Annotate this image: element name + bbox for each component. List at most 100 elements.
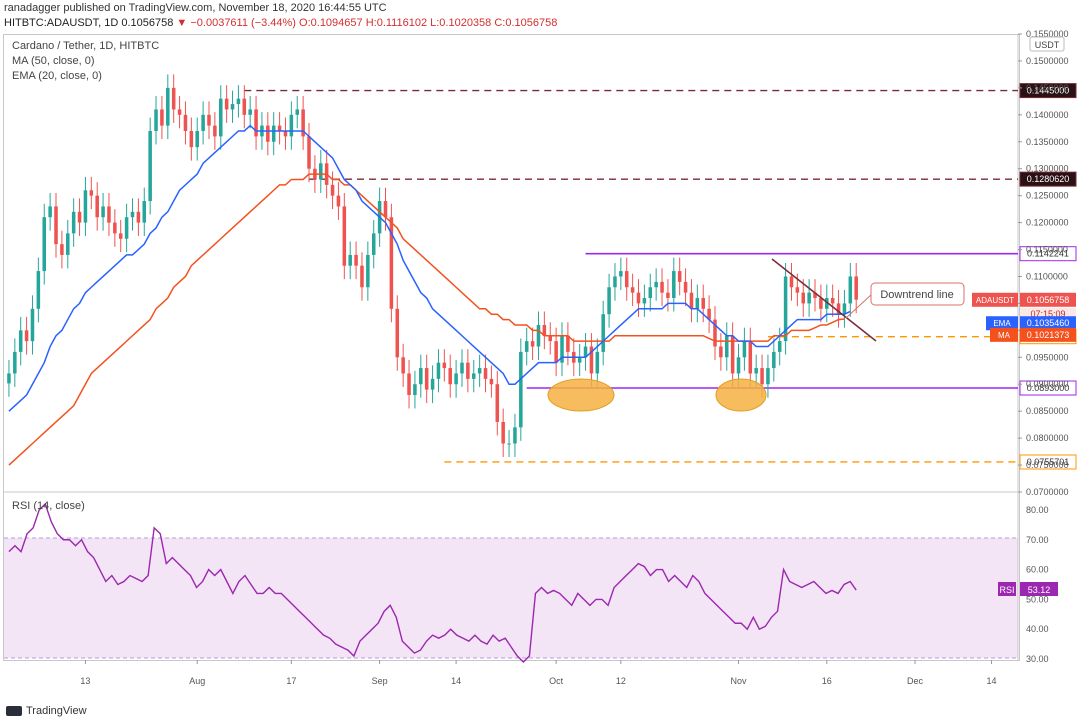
candle-body [342, 206, 347, 266]
candle-body [589, 346, 594, 374]
level-tag-bg [1019, 454, 1077, 470]
candle-body [366, 254, 370, 288]
candle-body [672, 271, 676, 299]
candle-body [236, 98, 241, 105]
rsi-line [8, 502, 857, 664]
candle-body [136, 211, 141, 223]
candle-body [118, 233, 123, 239]
legend-rsi: RSI (14, close) [12, 500, 85, 512]
candle-body [736, 357, 741, 374]
ema-tag-value: 0.1035460 [1027, 318, 1070, 328]
tradingview-logo-icon [6, 706, 22, 716]
candle-body [248, 109, 252, 115]
candle-body [395, 308, 400, 358]
level-tag-label: 0.1280620 [1027, 174, 1070, 184]
price-tick-label: 0.1250000 [1026, 191, 1069, 201]
candle-body [760, 368, 764, 385]
price-tag-value-bg [1020, 292, 1076, 307]
candle-body [519, 351, 523, 428]
candle-body [18, 330, 23, 352]
countdown: 07:15:09 [1030, 309, 1065, 319]
legend-ema: EMA (20, close, 0) [12, 70, 102, 82]
candle-body [542, 324, 547, 336]
candle-body [730, 335, 735, 374]
candle-body [336, 195, 341, 207]
time-axis-ticks: 13 Aug 17 Sep 14 Oct 12 Nov 16 Dec 14 [80, 660, 997, 686]
candle-body [354, 254, 358, 266]
price-tick-label: 0.1450000 [1026, 83, 1069, 93]
downtrend-line [771, 258, 877, 342]
candle-body [348, 254, 352, 266]
candle-body [48, 206, 52, 218]
candle-body [830, 298, 835, 304]
candle-body [166, 87, 170, 126]
candle-body [360, 265, 364, 288]
price-change: ▼ −0.0037611 (−3.44%) [176, 17, 296, 29]
candle-body [424, 368, 429, 390]
candle-body [383, 201, 388, 218]
candle-body [177, 109, 182, 115]
candle-body [154, 109, 158, 131]
candle-body [560, 335, 564, 363]
time-tick-label: Dec [907, 676, 924, 686]
price-tick-label: 0.1500000 [1026, 56, 1069, 66]
candle-body [695, 298, 700, 309]
level-tag-label: 0.1445000 [1027, 86, 1070, 96]
candle-body [619, 271, 623, 277]
candle-body [483, 368, 488, 379]
candle-body [442, 362, 447, 369]
candle-body [701, 298, 705, 309]
ma-tag-label: MA [998, 331, 1011, 340]
candle-body [507, 443, 511, 445]
rsi-tag-bg [998, 582, 1016, 596]
candle-body [471, 373, 476, 379]
candle-body [201, 114, 205, 131]
candle-body [7, 373, 11, 384]
candle-body [660, 281, 664, 293]
candle-body [107, 206, 111, 223]
rsi-tick-label: 80.00 [1026, 505, 1049, 515]
time-tick-label: 13 [80, 676, 90, 686]
price-axis-ticks: 0.0700000 0.0750000 0.0800000 0.0850000 0.09… [1018, 29, 1069, 497]
price-tick-label: 0.1150000 [1026, 245, 1068, 255]
price-tick-label: 0.0900000 [1026, 379, 1069, 389]
price-tags: ADAUSDT 0.1056758 07:15:09 EMA 0.1035460 MA 0.… [972, 292, 1076, 342]
support-oval-right [715, 378, 767, 412]
level-tag-bg [1019, 171, 1077, 187]
candle-body [724, 335, 729, 358]
candle-body [60, 244, 64, 255]
ma-50-line [8, 173, 845, 466]
candle-body [24, 330, 29, 342]
candle-body [142, 201, 147, 223]
candle-body [30, 308, 35, 342]
candle-body [407, 373, 411, 396]
candle-body [430, 378, 435, 390]
symbol-info: HITBTC:ADAUSDT, 1D 0.1056758 ▼ −0.003761… [4, 17, 557, 29]
candle-body [89, 190, 94, 196]
candle-body [713, 319, 717, 347]
candle-body [624, 271, 629, 288]
price-tick-label: 0.1200000 [1026, 218, 1069, 228]
candle-body [801, 292, 806, 304]
rsi-value-bg [1020, 582, 1058, 596]
candle-body [301, 109, 305, 137]
candle-body [230, 104, 235, 110]
candle-body [54, 206, 58, 245]
level-tag-label: 0.0893000 [1027, 383, 1070, 393]
candle-body [466, 362, 470, 379]
candle-body [448, 368, 452, 385]
candle-body [101, 206, 105, 218]
level-tag-label: 0.0755701 [1027, 457, 1070, 467]
candle-body [783, 276, 788, 342]
candle-body [795, 287, 800, 293]
publisher-line: ranadagger published on TradingView.com,… [4, 2, 387, 14]
candle-body [607, 287, 611, 315]
support-oval-left [547, 378, 615, 412]
time-tick-label: 14 [987, 676, 997, 686]
candle-body [207, 114, 211, 126]
candle-body [77, 211, 82, 223]
level-tag-bg [1019, 83, 1077, 99]
candle-body [854, 276, 858, 300]
candle-body [772, 351, 776, 369]
